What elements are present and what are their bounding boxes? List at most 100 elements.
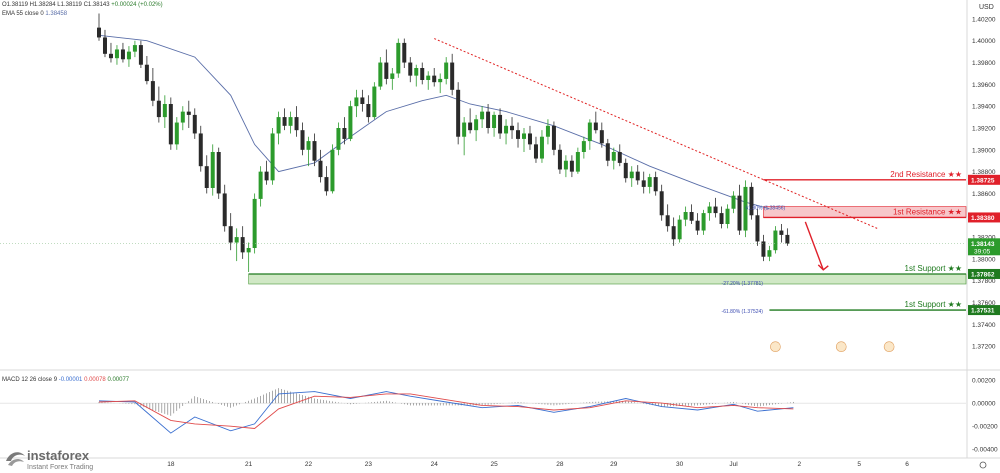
candle-body [330, 149, 335, 192]
candle [234, 228, 239, 262]
candle-body [785, 234, 790, 244]
candle-body [761, 241, 766, 257]
candle [97, 13, 101, 41]
candle [605, 138, 610, 167]
candle-body [402, 42, 407, 63]
candle [276, 111, 281, 145]
candle [228, 213, 233, 251]
candle-body [414, 68, 419, 76]
candle [324, 166, 329, 196]
candle [510, 117, 515, 139]
candle-body [150, 81, 155, 101]
candle [545, 119, 550, 145]
candle-body [444, 62, 449, 79]
fib-label: -27.20% (1.37781) [722, 281, 764, 287]
price-tick-label: 1.37600 [972, 300, 996, 307]
candle [581, 136, 586, 159]
candle-body [312, 141, 317, 161]
settings-gear-icon[interactable] [979, 461, 987, 469]
logo-brand-text: instaforex [27, 448, 90, 463]
candle [617, 144, 622, 167]
price-tick-label: 1.40200 [972, 16, 996, 23]
candle-body [408, 62, 413, 76]
candle [426, 71, 431, 90]
candle-body [623, 162, 628, 179]
candle [533, 136, 538, 163]
candle [342, 117, 347, 145]
candle-body [617, 152, 622, 163]
candle-body [438, 78, 443, 83]
ema-legend[interactable]: EMA 55 close 0 1.38458 [2, 11, 67, 17]
macd-legend[interactable]: MACD 12 26 close 9 -0.00001 0.00078 0.00… [2, 377, 129, 383]
candle [785, 228, 790, 246]
macd-tick-label: 0.00000 [972, 401, 996, 408]
candle [138, 40, 143, 68]
candle [539, 130, 544, 163]
candle [132, 40, 137, 58]
candle [318, 149, 323, 183]
candle-body [599, 130, 604, 144]
price-tick-label: 1.39600 [972, 82, 996, 89]
candle [162, 95, 167, 128]
candle-body [653, 177, 658, 192]
candle [647, 173, 652, 194]
candle-body [97, 27, 101, 38]
candle-body [743, 186, 748, 231]
candle [623, 158, 628, 183]
candle-body [569, 160, 574, 172]
event-badge [883, 341, 895, 353]
event-flag-icon [770, 341, 781, 353]
candle [294, 106, 299, 137]
candle [557, 144, 562, 174]
candle-body [683, 212, 688, 220]
bar-countdown: 39:05 [974, 248, 991, 255]
candle [174, 117, 179, 150]
candle-body [456, 89, 461, 137]
date-tick-label: 2 [798, 461, 802, 468]
current-price-tag [968, 238, 1000, 256]
macd-label: MACD 12 26 close 9 [2, 377, 58, 383]
candle-body [216, 152, 221, 194]
price-tick-label: 1.37400 [972, 322, 996, 329]
candle [330, 144, 335, 194]
candle-body [126, 51, 131, 60]
candle [587, 119, 592, 150]
candle-body [498, 114, 503, 134]
trendline [434, 38, 878, 229]
event-flag-icon [883, 341, 895, 353]
candle [288, 111, 293, 134]
candle-body [557, 149, 562, 170]
candle-body [510, 125, 515, 131]
candle-body [575, 152, 580, 172]
candle [779, 224, 784, 243]
candle-body [533, 144, 538, 159]
ohlc-low: L1.38119 [57, 2, 82, 8]
candle [246, 242, 251, 272]
candle-body [647, 177, 652, 187]
date-tick-label: 5 [857, 461, 861, 468]
price-tag [968, 212, 1000, 223]
candle [563, 155, 568, 178]
candle-body [522, 133, 526, 139]
candle [701, 209, 706, 235]
candle [575, 147, 580, 174]
candle [168, 97, 173, 150]
date-tick-label: 24 [431, 461, 439, 468]
date-tick-label: 25 [490, 461, 498, 468]
candle-body [240, 237, 245, 253]
candle [671, 217, 676, 246]
candle [665, 204, 670, 232]
candle [366, 95, 371, 123]
candle [120, 42, 125, 63]
candle [372, 82, 377, 120]
ohlc-change: +0.00024 (+0.02%) [111, 2, 163, 8]
candle-body [222, 193, 227, 227]
price-tick-label: 1.40000 [972, 38, 996, 45]
candle [755, 208, 760, 246]
candle-body [695, 220, 700, 231]
macd-value-3: 0.00077 [107, 377, 130, 383]
candle-body [198, 133, 203, 167]
candle-body [593, 122, 598, 131]
